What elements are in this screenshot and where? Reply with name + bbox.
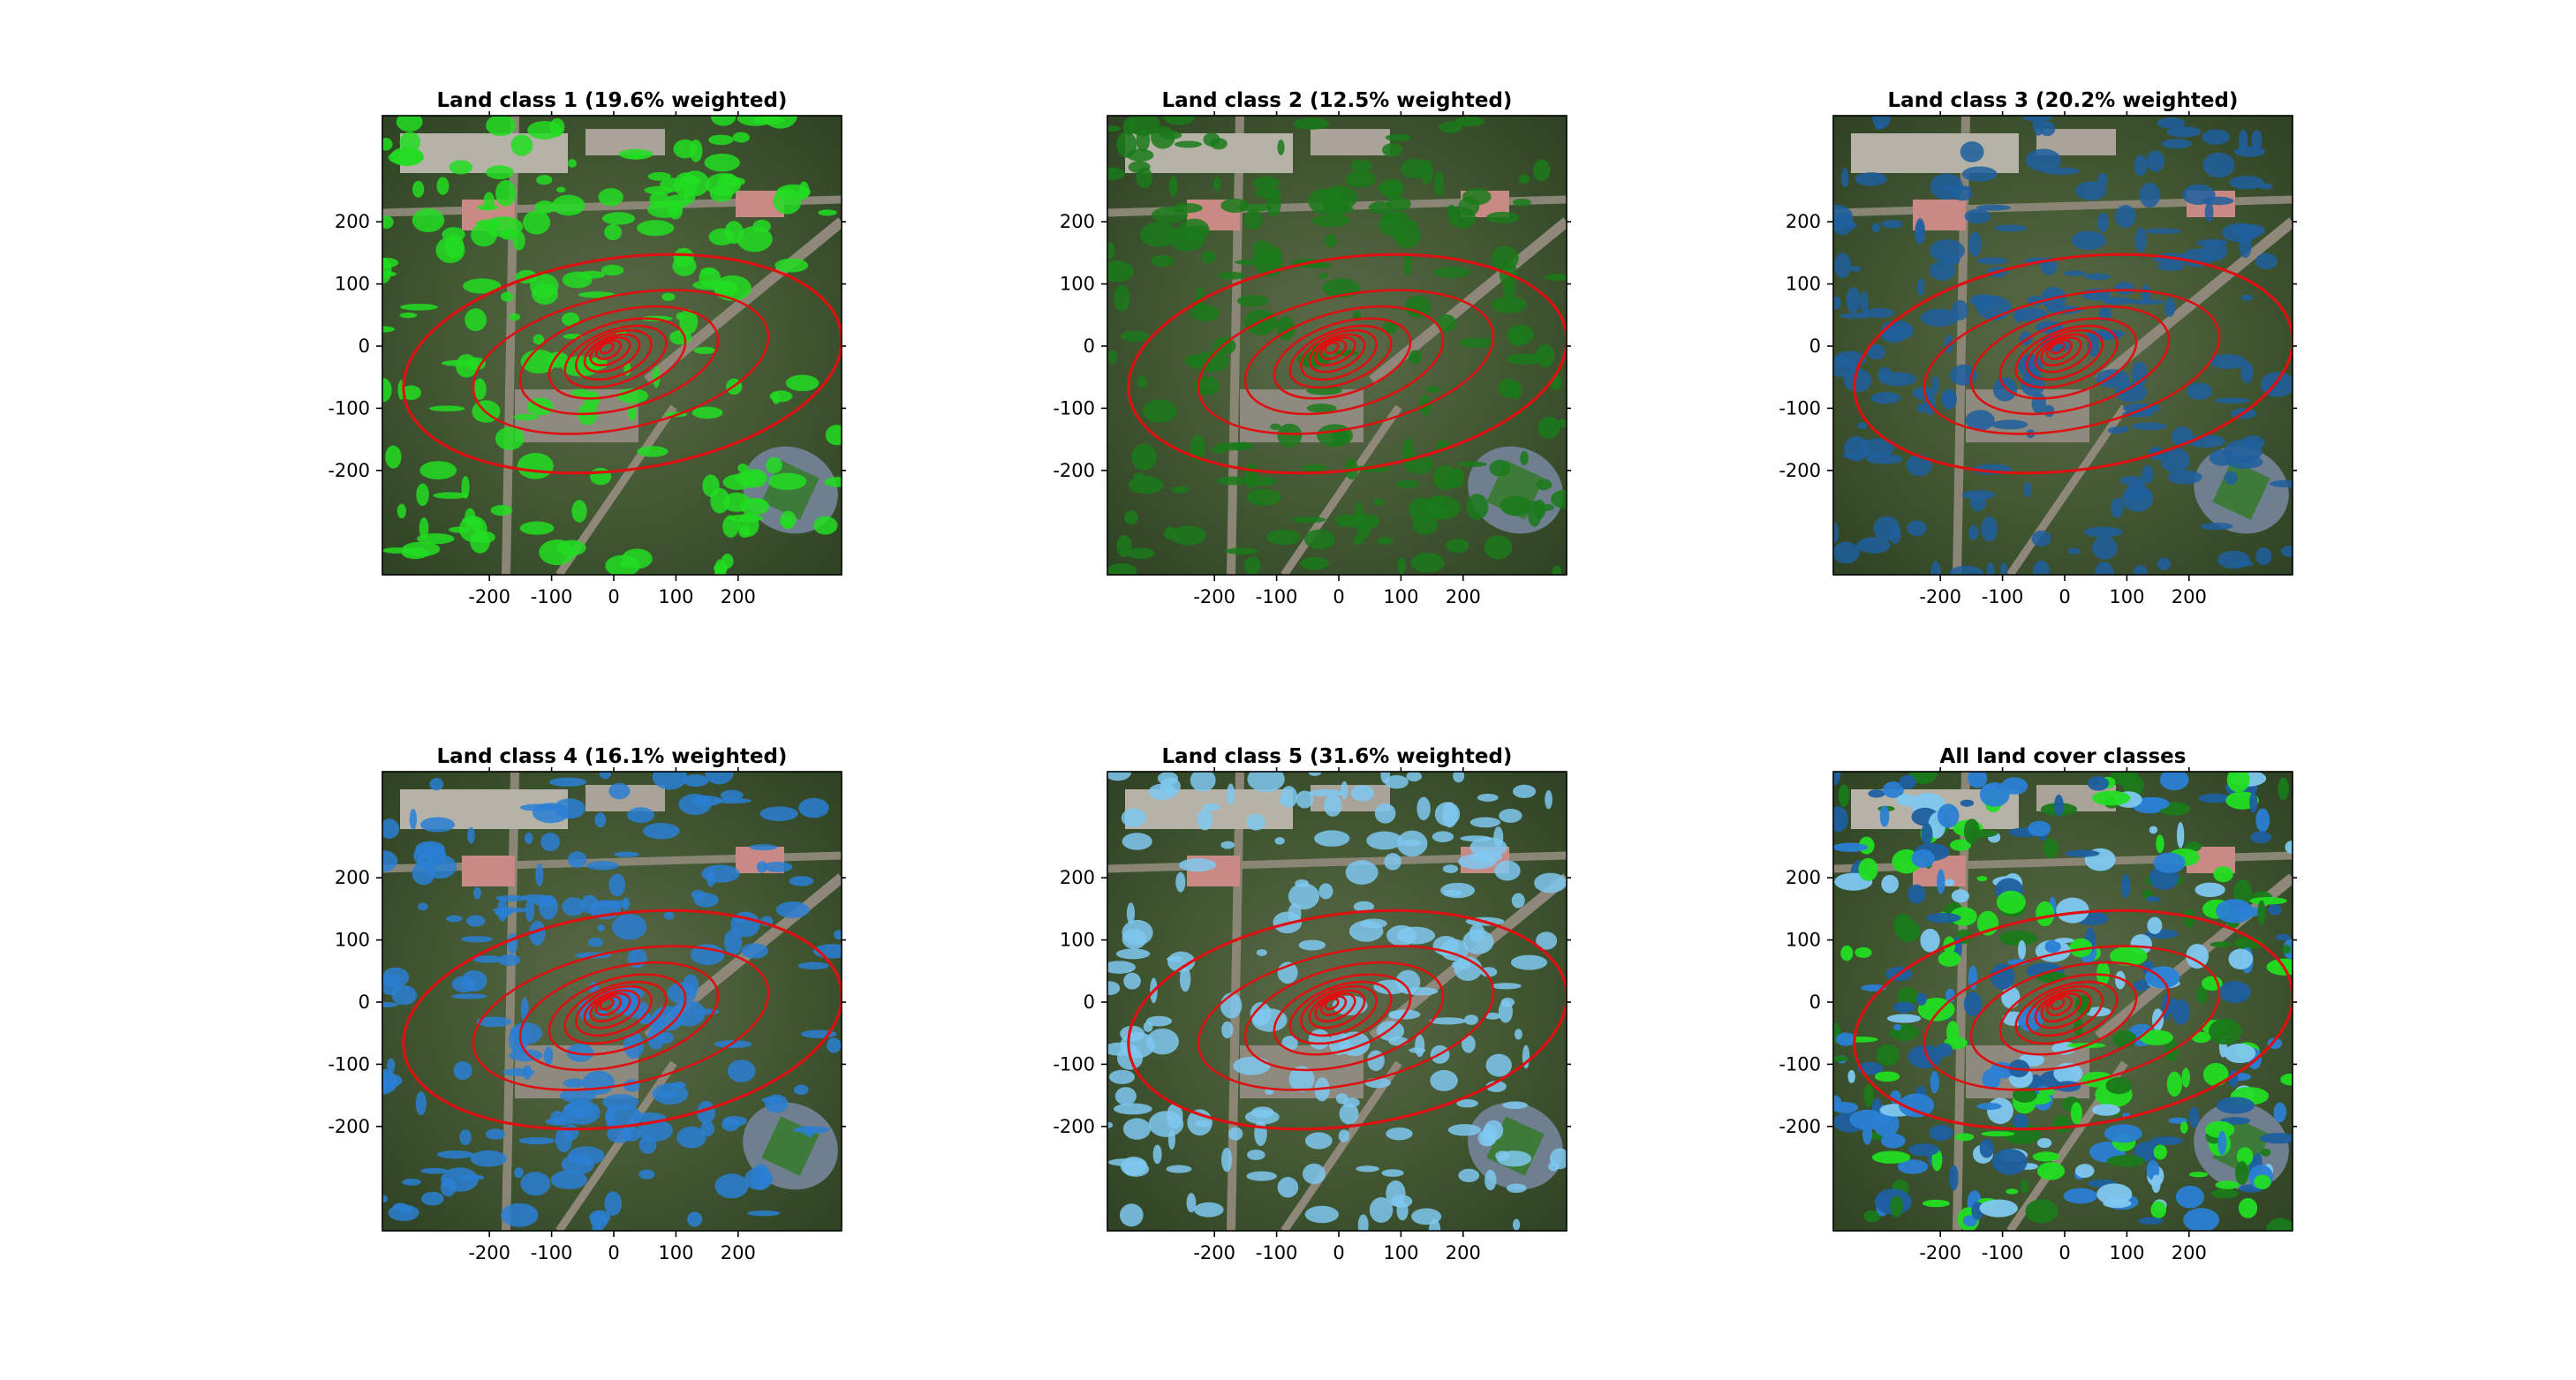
- y-tick-label: 0: [1084, 992, 1095, 1013]
- y-tick-label: 0: [359, 336, 370, 357]
- panel-5: Land class 5 (31.6% weighted) -200 -100 0 10…: [1053, 745, 1571, 1263]
- x-tick-label: -100: [1256, 586, 1298, 607]
- x-tick-label: -100: [531, 1242, 573, 1263]
- x-tick-label: 0: [608, 586, 619, 607]
- axes-frame: [381, 771, 842, 1232]
- y-tick-label: 0: [359, 992, 370, 1013]
- panel-title: Land class 3 (20.2% weighted): [1888, 89, 2239, 112]
- x-tick-label: 100: [658, 1242, 693, 1263]
- x-tick-label: 200: [721, 586, 756, 607]
- y-tick-label: 200: [1060, 867, 1095, 888]
- y-tick-label: -200: [328, 460, 370, 481]
- x-tick-label: 200: [721, 1242, 756, 1263]
- x-tick-label: 0: [2059, 586, 2070, 607]
- panel-title: Land class 4 (16.1% weighted): [437, 745, 788, 768]
- y-tick-label: -200: [1779, 460, 1821, 481]
- panel-title: Land class 5 (31.6% weighted): [1162, 745, 1513, 768]
- land-class-overlay: [1833, 772, 2293, 1231]
- x-tick-label: 100: [2109, 1242, 2144, 1263]
- panel-3: Land class 3 (20.2% weighted) -200 -100 0 10…: [1779, 89, 2297, 607]
- x-tick-label: 100: [658, 586, 693, 607]
- aerial-image: [382, 116, 842, 575]
- aerial-image: [1833, 116, 2293, 575]
- panel-4: Land class 4 (16.1% weighted) -200 -100 0 10…: [328, 745, 846, 1263]
- x-tick-label: -200: [468, 1242, 510, 1263]
- x-tick-label: 200: [2172, 1242, 2207, 1263]
- x-tick-label: 0: [2059, 1242, 2070, 1263]
- y-tick-label: -200: [1053, 460, 1095, 481]
- axes-frame: [381, 115, 842, 576]
- footprint-contours: [1127, 253, 1567, 475]
- x-tick-label: -200: [1193, 586, 1235, 607]
- axes-frame: [1832, 115, 2293, 576]
- x-tick-label: 0: [1333, 1242, 1344, 1263]
- y-tick-label: 200: [335, 867, 370, 888]
- x-tick-label: -100: [1982, 1242, 2024, 1263]
- y-tick-label: 100: [335, 274, 370, 295]
- y-tick-label: 100: [1786, 930, 1821, 951]
- x-tick-label: -200: [468, 586, 510, 607]
- x-tick-label: 0: [608, 1242, 619, 1263]
- axes-frame: [1832, 771, 2293, 1232]
- y-tick-label: 200: [335, 211, 370, 232]
- y-tick-label: 0: [1809, 336, 1821, 357]
- y-tick-label: 0: [1809, 992, 1821, 1013]
- x-tick-label: 100: [1383, 586, 1418, 607]
- x-tick-label: 200: [1446, 586, 1481, 607]
- x-tick-label: 0: [1333, 586, 1344, 607]
- aerial-image: [382, 772, 842, 1231]
- y-tick-label: 100: [1060, 274, 1095, 295]
- y-tick-label: -100: [1779, 397, 1821, 419]
- x-tick-label: -200: [1919, 1242, 1961, 1263]
- aerial-image: [1833, 772, 2293, 1231]
- x-tick-label: -200: [1193, 1242, 1235, 1263]
- aerial-image: [1107, 116, 1567, 575]
- y-tick-label: -100: [1053, 1053, 1095, 1075]
- x-tick-label: -100: [1982, 586, 2024, 607]
- x-tick-label: -100: [531, 586, 573, 607]
- aerial-image: [1107, 772, 1567, 1231]
- x-tick-label: 200: [2172, 586, 2207, 607]
- y-tick-label: -100: [328, 397, 370, 419]
- footprint-contours: [1127, 909, 1567, 1131]
- y-tick-label: 0: [1084, 336, 1095, 357]
- y-tick-label: -200: [328, 1116, 370, 1137]
- x-tick-label: -200: [1919, 586, 1961, 607]
- panel-title: Land class 1 (19.6% weighted): [437, 89, 788, 112]
- x-tick-label: 200: [1446, 1242, 1481, 1263]
- y-tick-label: 100: [1060, 930, 1095, 951]
- y-tick-label: -200: [1779, 1116, 1821, 1137]
- panel-title: Land class 2 (12.5% weighted): [1162, 89, 1513, 112]
- panel-6: All land cover classes -200 -100 0 100 200 200…: [1779, 745, 2297, 1263]
- y-tick-label: -100: [1779, 1053, 1821, 1075]
- y-tick-label: 200: [1786, 211, 1821, 232]
- y-tick-label: -100: [328, 1053, 370, 1075]
- y-tick-label: 200: [1060, 211, 1095, 232]
- axes-frame: [1107, 115, 1568, 576]
- y-tick-label: -100: [1053, 397, 1095, 419]
- y-tick-label: 100: [335, 930, 370, 951]
- land-class-overlay: [382, 772, 842, 1231]
- x-tick-label: 100: [2109, 586, 2144, 607]
- y-tick-label: 100: [1786, 274, 1821, 295]
- panel-1: Land class 1 (19.6% weighted) -200 -100 0 10…: [328, 89, 846, 607]
- panel-2: Land class 2 (12.5% weighted) -200 -100 0 10…: [1053, 89, 1571, 607]
- y-tick-label: -200: [1053, 1116, 1095, 1137]
- land-class-overlay: [382, 116, 842, 575]
- x-tick-label: 100: [1383, 1242, 1418, 1263]
- y-tick-label: 200: [1786, 867, 1821, 888]
- x-tick-label: -100: [1256, 1242, 1298, 1263]
- axes-frame: [1107, 771, 1568, 1232]
- panel-title: All land cover classes: [1940, 745, 2187, 768]
